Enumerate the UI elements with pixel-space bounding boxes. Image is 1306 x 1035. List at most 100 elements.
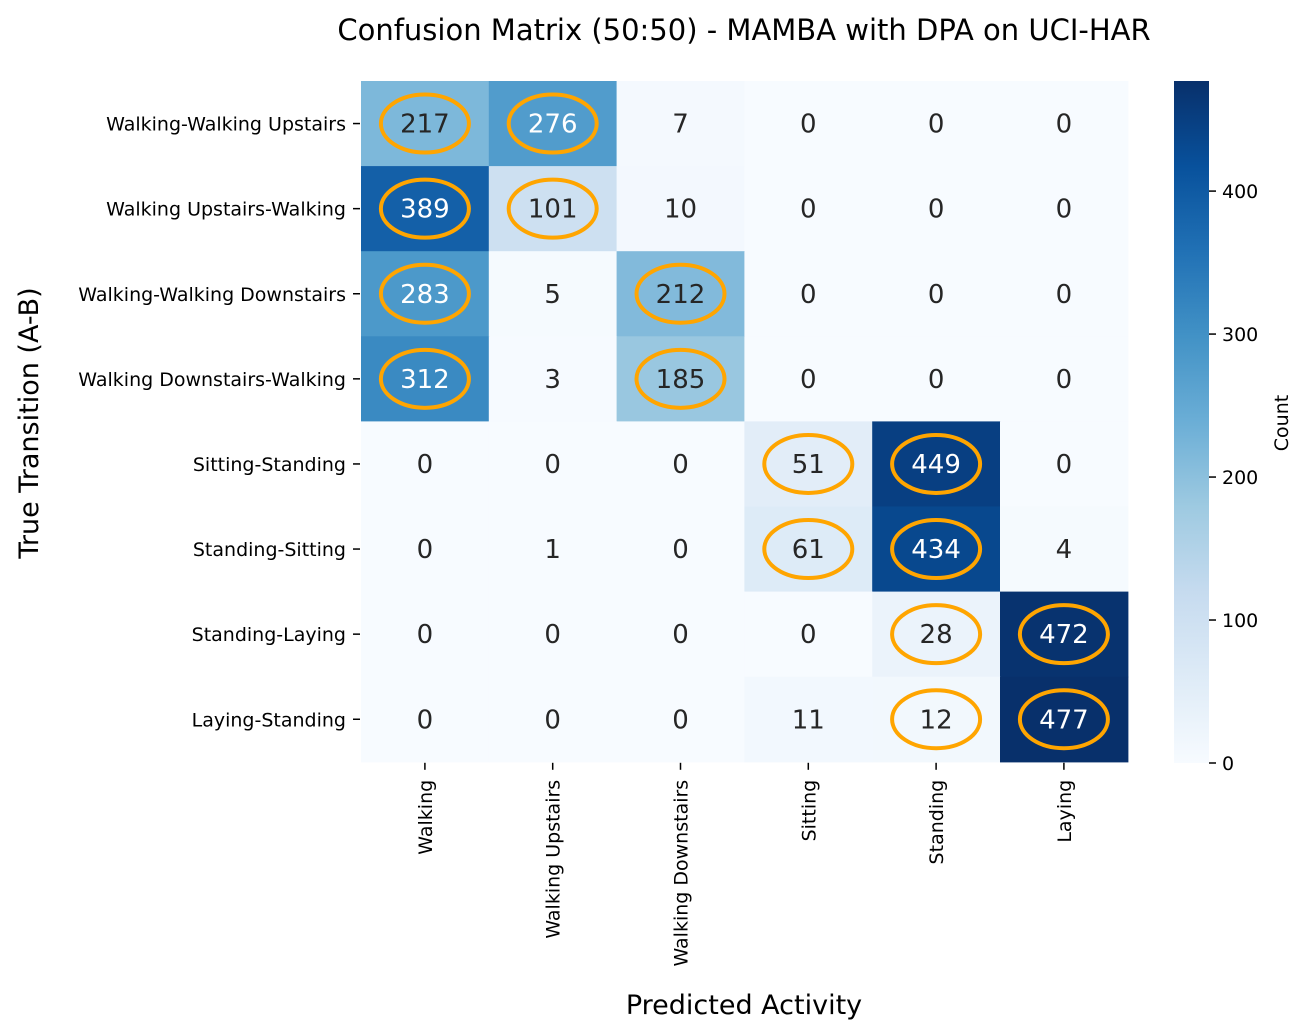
colorbar-gradient	[1174, 81, 1209, 763]
cell-value-label: 276	[528, 110, 578, 140]
cell-value-label: 0	[672, 620, 689, 650]
y-tick-label: Standing-Sitting	[193, 539, 346, 561]
cell-value-label: 0	[928, 110, 945, 140]
cell-value-label: 4	[1056, 535, 1073, 565]
y-tick-label: Walking-Walking Downstairs	[78, 284, 346, 306]
cell-value-label: 5	[544, 280, 561, 310]
cell-value-label: 0	[417, 705, 434, 735]
highlight-ellipses	[378, 92, 1110, 751]
highlight-ellipse	[1017, 688, 1110, 751]
x-tick-label: Walking	[415, 780, 437, 855]
cell-value-label: 61	[792, 535, 825, 565]
x-tick-label: Walking Upstairs	[543, 780, 565, 939]
cell-value-label: 212	[656, 280, 706, 310]
cell-value-label: 0	[1056, 110, 1073, 140]
heatmap-cell	[1000, 336, 1129, 422]
y-axis: Walking-Walking Upstairs Walking Upstairs…	[78, 114, 360, 731]
cell-value-label: 0	[928, 365, 945, 395]
cell-value-label: 101	[528, 195, 578, 225]
cell-value-label: 0	[928, 195, 945, 225]
x-axis-label: Predicted Activity	[626, 990, 862, 1021]
highlight-ellipse	[1017, 603, 1110, 666]
cell-value-label: 0	[417, 620, 434, 650]
highlight-ellipse	[506, 177, 599, 240]
cell-value-label: 0	[672, 705, 689, 735]
cell-value-label: 0	[928, 280, 945, 310]
cell-value-label: 0	[672, 450, 689, 480]
heatmap-cell	[744, 81, 873, 167]
cell-value-label: 389	[400, 195, 450, 225]
x-tick-label: Walking Downstairs	[671, 780, 693, 967]
highlight-ellipse	[506, 92, 599, 155]
highlight-ellipse	[890, 518, 983, 581]
y-tick-label: Laying-Standing	[192, 709, 346, 731]
cell-value-label: 0	[1056, 195, 1073, 225]
heatmap-cell	[488, 421, 618, 508]
heatmap-cell	[1000, 421, 1129, 508]
highlight-ellipse	[890, 603, 983, 666]
highlight-ellipse	[378, 92, 471, 155]
heatmap-cell	[488, 336, 618, 422]
heatmap-cell	[872, 166, 1001, 252]
y-tick-label: Walking Downstairs-Walking	[78, 369, 346, 391]
heatmap-cell	[1000, 81, 1129, 167]
cell-value-label: 217	[400, 110, 450, 140]
cell-value-label: 3	[544, 365, 561, 395]
y-tick-label: Standing-Laying	[192, 624, 346, 646]
cell-value-label: 1	[544, 535, 561, 565]
heatmap-cell	[361, 676, 490, 763]
y-tick-label: Walking-Walking Upstairs	[106, 114, 346, 136]
cell-value-label: 11	[792, 705, 825, 735]
cell-value-label: 185	[656, 365, 706, 395]
cell-value-label: 0	[800, 280, 817, 310]
highlight-ellipse	[378, 262, 471, 325]
heatmap-cell	[744, 251, 873, 337]
colorbar: 0 100 200 300 400	[1174, 81, 1258, 775]
cell-value-label: 0	[800, 195, 817, 225]
chart-title: Confusion Matrix (50:50) - MAMBA with DP…	[337, 13, 1150, 47]
cell-value-label: 12	[920, 705, 953, 735]
cell-value-label: 10	[664, 195, 697, 225]
colorbar-tick-label: 100	[1222, 610, 1258, 632]
heatmap-cell	[872, 81, 1001, 167]
heatmap-cell	[488, 591, 618, 678]
heatmap-cell	[616, 506, 745, 593]
cell-value-label: 0	[1056, 450, 1073, 480]
heatmap-cell	[488, 251, 618, 337]
heatmap-cells	[361, 81, 1129, 763]
highlight-ellipse	[890, 432, 983, 495]
heatmap-cell	[744, 166, 873, 252]
colorbar-label: Count	[1271, 395, 1293, 451]
colorbar-tick-label: 0	[1222, 753, 1234, 775]
cell-value-label: 312	[400, 365, 450, 395]
x-axis: Walking Walking Upstairs Walking Downstair…	[415, 762, 1076, 967]
highlight-ellipse	[762, 518, 855, 581]
highlight-ellipse	[378, 177, 471, 240]
x-tick-label: Sitting	[798, 780, 820, 842]
cell-value-label: 51	[792, 450, 825, 480]
cell-value-label: 472	[1039, 620, 1089, 650]
heatmap-cell	[616, 676, 745, 763]
heatmap-cell	[744, 676, 873, 763]
cell-value-label: 0	[800, 620, 817, 650]
cell-value-label: 0	[544, 620, 561, 650]
heatmap-cell	[488, 676, 618, 763]
cell-value-label: 0	[672, 535, 689, 565]
x-tick-label: Standing	[926, 780, 948, 865]
highlight-ellipse	[634, 347, 727, 410]
cell-value-label: 0	[800, 110, 817, 140]
heatmap-cell	[361, 421, 490, 508]
heatmap-cell	[361, 591, 490, 678]
cell-value-label: 434	[911, 535, 961, 565]
cell-value-label: 0	[544, 705, 561, 735]
highlight-ellipse	[378, 347, 471, 410]
heatmap-cell	[616, 591, 745, 678]
heatmap-cell	[744, 591, 873, 678]
cell-value-label: 283	[400, 280, 450, 310]
cell-value-label: 0	[544, 450, 561, 480]
y-tick-label: Walking Upstairs-Walking	[106, 199, 346, 221]
colorbar-tick-label: 200	[1222, 467, 1258, 489]
cell-value-label: 449	[911, 450, 961, 480]
cell-value-label: 0	[417, 535, 434, 565]
